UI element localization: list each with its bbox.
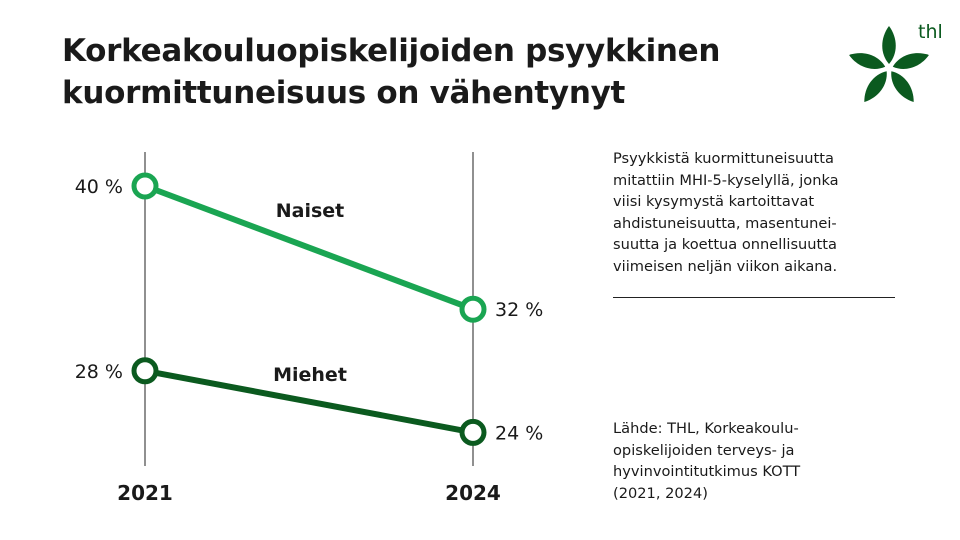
description-line: viisi kysymystä kartoittavat (613, 193, 815, 210)
description-line: ahdistuneisuutta, masentunei- (613, 214, 837, 232)
flower-icon: thl (849, 21, 943, 102)
data-point (131, 357, 159, 385)
source-line: Lähde: THL, Korkeakoulu- (613, 420, 799, 437)
series-label: Naiset (276, 200, 345, 222)
description-line: mitattiin MHI-5-kyselyllä, jonka (613, 171, 839, 189)
data-point (131, 172, 159, 200)
page-title: Korkeakouluopiskelijoiden psyykkinen kuor… (62, 30, 720, 114)
data-label: 40 % (75, 176, 123, 198)
thl-logo: thl (848, 16, 944, 106)
title-line-1: Korkeakouluopiskelijoiden psyykkinen (62, 33, 721, 69)
data-label: 24 % (495, 422, 543, 444)
title-line-2: kuormittuneisuus on vähentynyt (62, 75, 626, 111)
series-line-miehet (144, 367, 474, 436)
source: Lähde: THL, Korkeakoulu- opiskelijoiden … (613, 418, 903, 504)
description: Psyykkistä kuormittuneisuutta mitattiin … (613, 148, 903, 277)
divider (613, 297, 895, 298)
data-point (459, 295, 487, 323)
logo-text: thl (918, 21, 943, 43)
source-line: hyvinvointitutkimus KOTT (613, 463, 801, 480)
source-line: (2021, 2024) (613, 484, 708, 502)
x-tick-label: 2021 (117, 481, 173, 505)
series-label: Miehet (273, 364, 347, 386)
description-line: Psyykkistä kuormittuneisuutta (613, 150, 834, 167)
source-line: opiskelijoiden terveys- ja (613, 441, 795, 459)
series-line-naiset (143, 183, 475, 313)
data-label: 32 % (495, 299, 543, 321)
x-tick-label: 2024 (445, 481, 501, 505)
description-line: viimeisen neljän viikon aikana. (613, 257, 838, 275)
data-point (459, 418, 487, 446)
description-line: suutta ja koettua onnellisuutta (613, 236, 837, 253)
data-label: 28 % (75, 361, 123, 383)
